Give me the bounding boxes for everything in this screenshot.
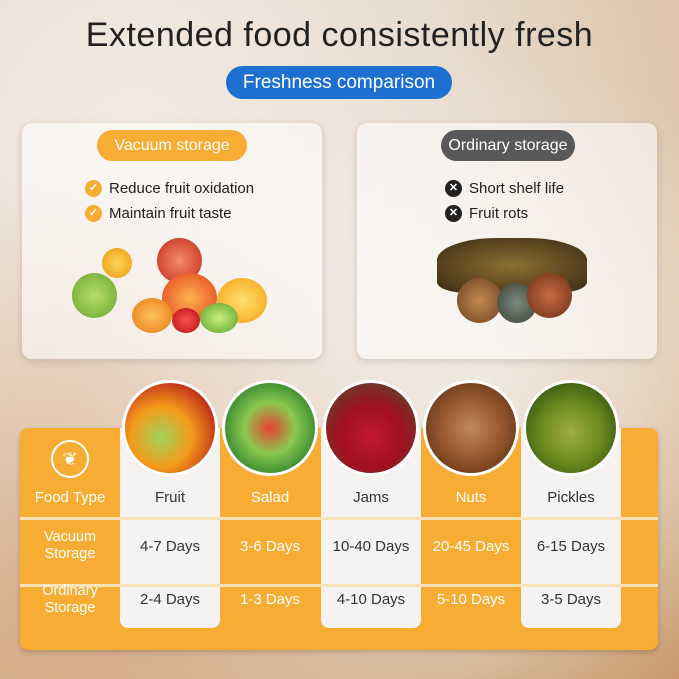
ordinary-days: 4-10 Days (336, 591, 406, 608)
ordinary-row-label: Ordinary Storage (42, 583, 98, 616)
ordinary-days: 2-4 Days (139, 591, 201, 608)
ordinary-storage-label: Ordinary storage (441, 130, 575, 161)
food-name: Fruit (155, 489, 185, 506)
feature: Maintain fruit taste (109, 205, 232, 222)
pickles-image (523, 380, 619, 476)
x-circle-icon: ✕ (445, 205, 462, 222)
vacuum-storage-card: Vacuum storage ✓ Reduce fruit oxidation ✓… (22, 123, 322, 359)
ordinary-storage-card: Ordinary storage ✕ Short shelf life ✕ Frui… (357, 123, 657, 359)
jam-image (323, 380, 419, 476)
check-circle-icon: ✓ (85, 180, 102, 197)
check-circle-icon: ✓ (85, 205, 102, 222)
food-type-label: Food Type (34, 489, 106, 506)
feature: Fruit rots (469, 205, 529, 222)
food-name: Nuts (455, 489, 487, 506)
salad-image (222, 380, 318, 476)
food-name: Jams (353, 489, 389, 506)
ordinary-days: 5-10 Days (436, 591, 506, 608)
leaf-freshness-icon: ❦ (51, 440, 89, 478)
vacuum-days: 10-40 Days (332, 538, 410, 555)
vacuum-days: 4-7 Days (139, 538, 201, 555)
food-name: Salad (250, 489, 290, 506)
feature: Reduce fruit oxidation (109, 180, 255, 197)
vacuum-days: 6-15 Days (536, 538, 606, 555)
x-circle-icon: ✕ (445, 180, 462, 197)
page-title: Extended food consistently fresh (85, 16, 594, 54)
ordinary-days: 1-3 Days (239, 591, 301, 608)
fruit-image (122, 380, 218, 476)
vacuum-storage-label: Vacuum storage (97, 130, 247, 161)
feature: Short shelf life (469, 180, 565, 197)
food-name: Pickles (547, 489, 595, 506)
nuts-image (423, 380, 519, 476)
subtitle-badge: Freshness comparison (226, 66, 452, 99)
ordinary-days: 3-5 Days (540, 591, 602, 608)
vacuum-days: 3-6 Days (239, 538, 301, 555)
vacuum-row-label: Vacuum Storage (43, 529, 97, 562)
vacuum-days: 20-45 Days (432, 538, 510, 555)
